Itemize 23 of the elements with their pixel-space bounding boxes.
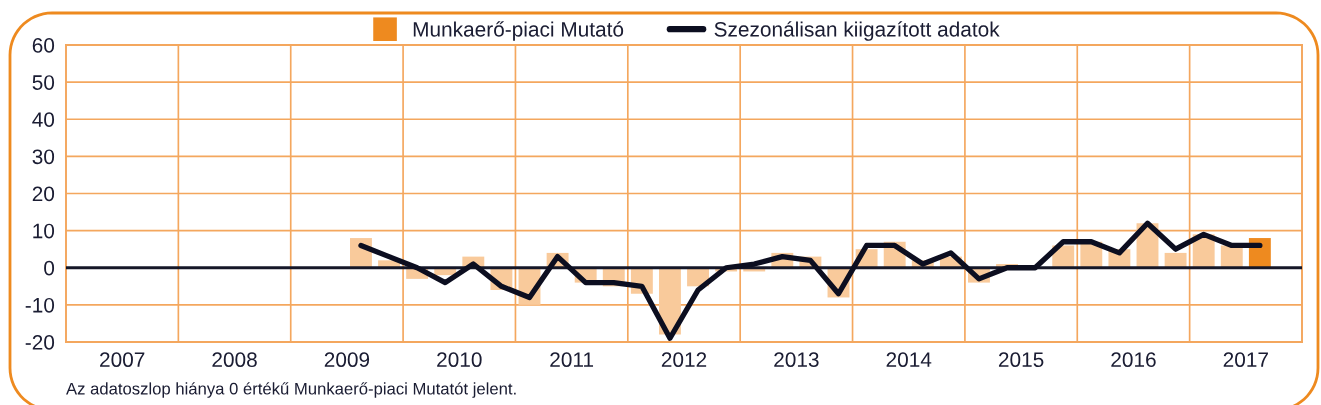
x-tick-label: 2016 (1111, 352, 1156, 368)
y-tick-label: 60 (32, 38, 55, 53)
x-tick-label: 2014 (886, 352, 932, 368)
text: Az adatoszlop hiánya 0 értékű Munkaerő-piaci Mutatót jelent. (66, 382, 516, 398)
y-tick-label: -20 (25, 335, 55, 350)
x-tick-label: 2007 (100, 352, 145, 368)
x-tick-label: 2009 (324, 352, 370, 368)
x-tick-label: 2012 (661, 352, 707, 368)
y-tick-label: 40 (32, 112, 55, 127)
y-tick-label: 20 (32, 186, 55, 202)
x-tick-label: 2010 (437, 352, 482, 368)
y-tick-label: 0 (44, 260, 55, 276)
x-tick-label: 2011 (550, 352, 594, 368)
y-tick-label: 30 (32, 149, 55, 165)
y-tick-label: -10 (25, 297, 55, 313)
legend-label: Szezonálisan kiigazított adatok (714, 21, 1000, 41)
legend-label: Munkaerő-piaci Mutató (413, 21, 624, 41)
y-tick-label: 50 (32, 75, 55, 90)
x-tick-label: 2015 (998, 352, 1044, 368)
x-tick-label: 2013 (774, 352, 819, 368)
y-tick-label: 10 (33, 223, 55, 239)
x-tick-label: 2008 (212, 352, 257, 368)
x-tick-label: 2017 (1223, 352, 1268, 368)
